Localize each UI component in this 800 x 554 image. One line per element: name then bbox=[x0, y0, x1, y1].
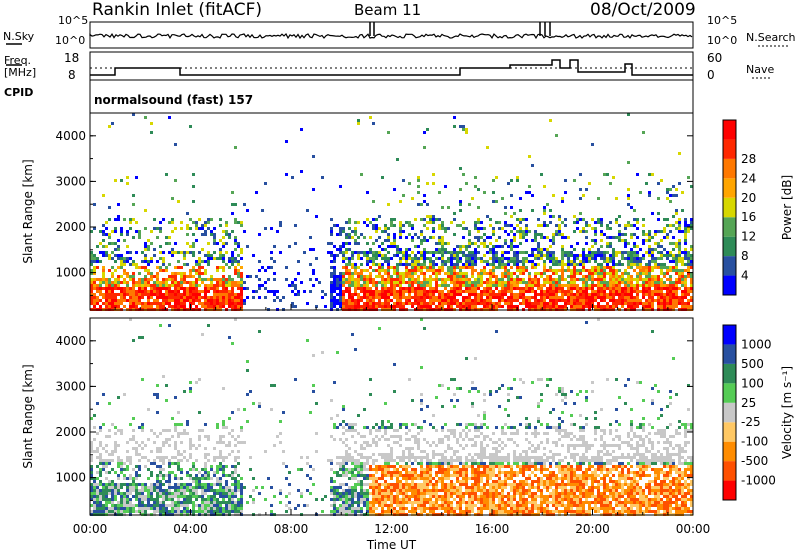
freq-tick-bottom: 8 bbox=[68, 68, 76, 82]
freq-strip bbox=[89, 51, 694, 81]
y-tick-label: 3000 bbox=[55, 379, 86, 393]
station-title: Rankin Inlet (fitACF) bbox=[92, 0, 263, 20]
y-tick-label: 2000 bbox=[55, 220, 86, 234]
colorbar-segment bbox=[723, 461, 736, 481]
colorbar-segment bbox=[723, 256, 736, 276]
x-tick-label: 04:00 bbox=[173, 522, 208, 536]
colorbar-segment bbox=[723, 197, 736, 218]
colorbar-segment bbox=[723, 383, 736, 403]
y-tick-label: 2000 bbox=[55, 425, 86, 439]
colorbar-tick-label: 24 bbox=[741, 171, 756, 185]
parameter-strips bbox=[6, 21, 790, 114]
date-label: 08/Oct/2009 bbox=[590, 0, 696, 20]
colorbar-tick-label: 100 bbox=[741, 376, 764, 390]
colorbar-label: Power [dB] bbox=[780, 175, 794, 240]
y-tick-label: 3000 bbox=[55, 174, 86, 188]
y-axis-label: Slant Range [km] bbox=[21, 364, 35, 468]
nsearch-label: N.Search bbox=[746, 31, 796, 44]
colorbar-frame bbox=[722, 324, 737, 501]
x-tick-label: 12:00 bbox=[374, 522, 409, 536]
colorbar-segment bbox=[723, 441, 736, 462]
nsearch-tick-top: 10^5 bbox=[707, 14, 738, 27]
x-tick-label: 16:00 bbox=[475, 522, 510, 536]
x-axis-label: Time UT bbox=[366, 538, 417, 552]
colorbar-segment bbox=[723, 236, 736, 257]
colorbar-segment bbox=[723, 344, 736, 364]
colorbar-segment bbox=[723, 363, 736, 384]
nave-label: Nave bbox=[746, 63, 775, 76]
colorbar-segment bbox=[723, 422, 736, 442]
axes: 1000 2000 3000 4000 Slant Range [km] 4 8 12 16 20… bbox=[21, 112, 794, 552]
colorbar-segment bbox=[723, 158, 736, 179]
colorbar-segment bbox=[723, 217, 736, 237]
y-tick-label: 4000 bbox=[55, 334, 86, 348]
y-tick-label: 4000 bbox=[55, 129, 86, 143]
beam-label: Beam 11 bbox=[354, 1, 422, 19]
colorbar-tick-label: -500 bbox=[741, 454, 768, 468]
colorbar-segment bbox=[723, 275, 736, 295]
y-tick-label: 1000 bbox=[55, 471, 86, 485]
x-tick-label: 08:00 bbox=[274, 522, 309, 536]
y-axis-label: Slant Range [km] bbox=[21, 159, 35, 263]
power-panel bbox=[90, 113, 693, 311]
colorbar-label: Velocity [m s⁻¹] bbox=[780, 366, 794, 459]
freq-label-2: [MHz] bbox=[4, 66, 37, 79]
x-tick-label: 00:00 bbox=[73, 522, 108, 536]
colorbar-tick-label: 28 bbox=[741, 152, 756, 166]
nsky-tick-top: 10^5 bbox=[58, 14, 89, 27]
colorbar-tick-label: 500 bbox=[741, 357, 764, 371]
colorbar-tick-label: -1000 bbox=[741, 474, 776, 488]
colorbar-tick-label: 4 bbox=[741, 269, 749, 283]
x-tick-label: 00:00 bbox=[676, 522, 711, 536]
colorbar-tick-label: -100 bbox=[741, 435, 768, 449]
colorbar-segment bbox=[723, 178, 736, 198]
colorbar-segment bbox=[723, 120, 736, 140]
nsky-trace bbox=[89, 32, 693, 40]
y-tick-label: 1000 bbox=[55, 266, 86, 280]
nave-tick-top: 60 bbox=[707, 51, 723, 65]
colorbar-segment bbox=[723, 139, 736, 159]
colorbar-segment bbox=[723, 480, 736, 500]
nsearch-tick-bottom: 10^0 bbox=[707, 34, 738, 47]
colorbar-tick-label: -25 bbox=[741, 415, 761, 429]
nsky-tick-bottom: 10^0 bbox=[55, 34, 86, 47]
colorbar-tick-label: 1000 bbox=[741, 337, 772, 351]
colorbar-frame bbox=[722, 119, 737, 296]
x-tick-label: 20:00 bbox=[575, 522, 610, 536]
nsky-label: N.Sky bbox=[3, 30, 35, 43]
cpid-value: normalsound (fast) 157 bbox=[94, 93, 254, 107]
colorbar-tick-label: 12 bbox=[741, 230, 756, 244]
freq-label-1: Freq. bbox=[4, 54, 32, 67]
colorbar-tick-label: 16 bbox=[741, 210, 756, 224]
colorbar-tick-label: 25 bbox=[741, 396, 756, 410]
velocity-panel bbox=[90, 318, 693, 516]
nave-tick-bottom: 0 bbox=[707, 68, 715, 82]
colorbar-segment bbox=[723, 325, 736, 345]
freq-tick-top: 18 bbox=[64, 51, 80, 65]
colorbar-tick-label: 20 bbox=[741, 191, 756, 205]
colorbar-segment bbox=[723, 402, 736, 423]
cpid-label: CPID bbox=[4, 86, 34, 99]
colorbar-tick-label: 8 bbox=[741, 249, 749, 263]
